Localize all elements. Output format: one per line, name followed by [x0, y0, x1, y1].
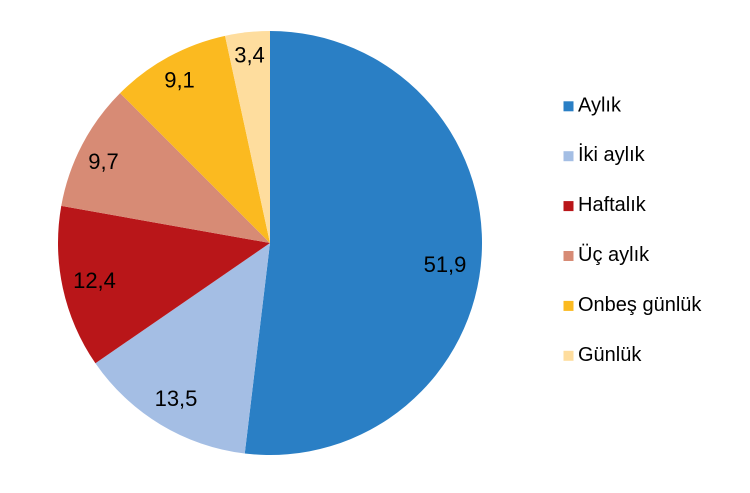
svg-text:9,1: 9,1	[164, 68, 195, 93]
svg-text:Üç aylık: Üç aylık	[578, 244, 650, 266]
svg-text:İki aylık: İki aylık	[578, 143, 646, 166]
svg-text:Haftalık: Haftalık	[578, 194, 647, 216]
svg-text:9,7: 9,7	[88, 149, 119, 174]
svg-text:Onbeş günlük: Onbeş günlük	[578, 294, 702, 316]
svg-text:3,4: 3,4	[234, 43, 265, 68]
svg-text:12,4: 12,4	[73, 268, 116, 293]
svg-text:51,9: 51,9	[424, 252, 467, 277]
svg-text:Aylık: Aylık	[578, 94, 622, 116]
svg-text:Günlük: Günlük	[578, 344, 642, 366]
svg-text:13,5: 13,5	[155, 386, 198, 411]
